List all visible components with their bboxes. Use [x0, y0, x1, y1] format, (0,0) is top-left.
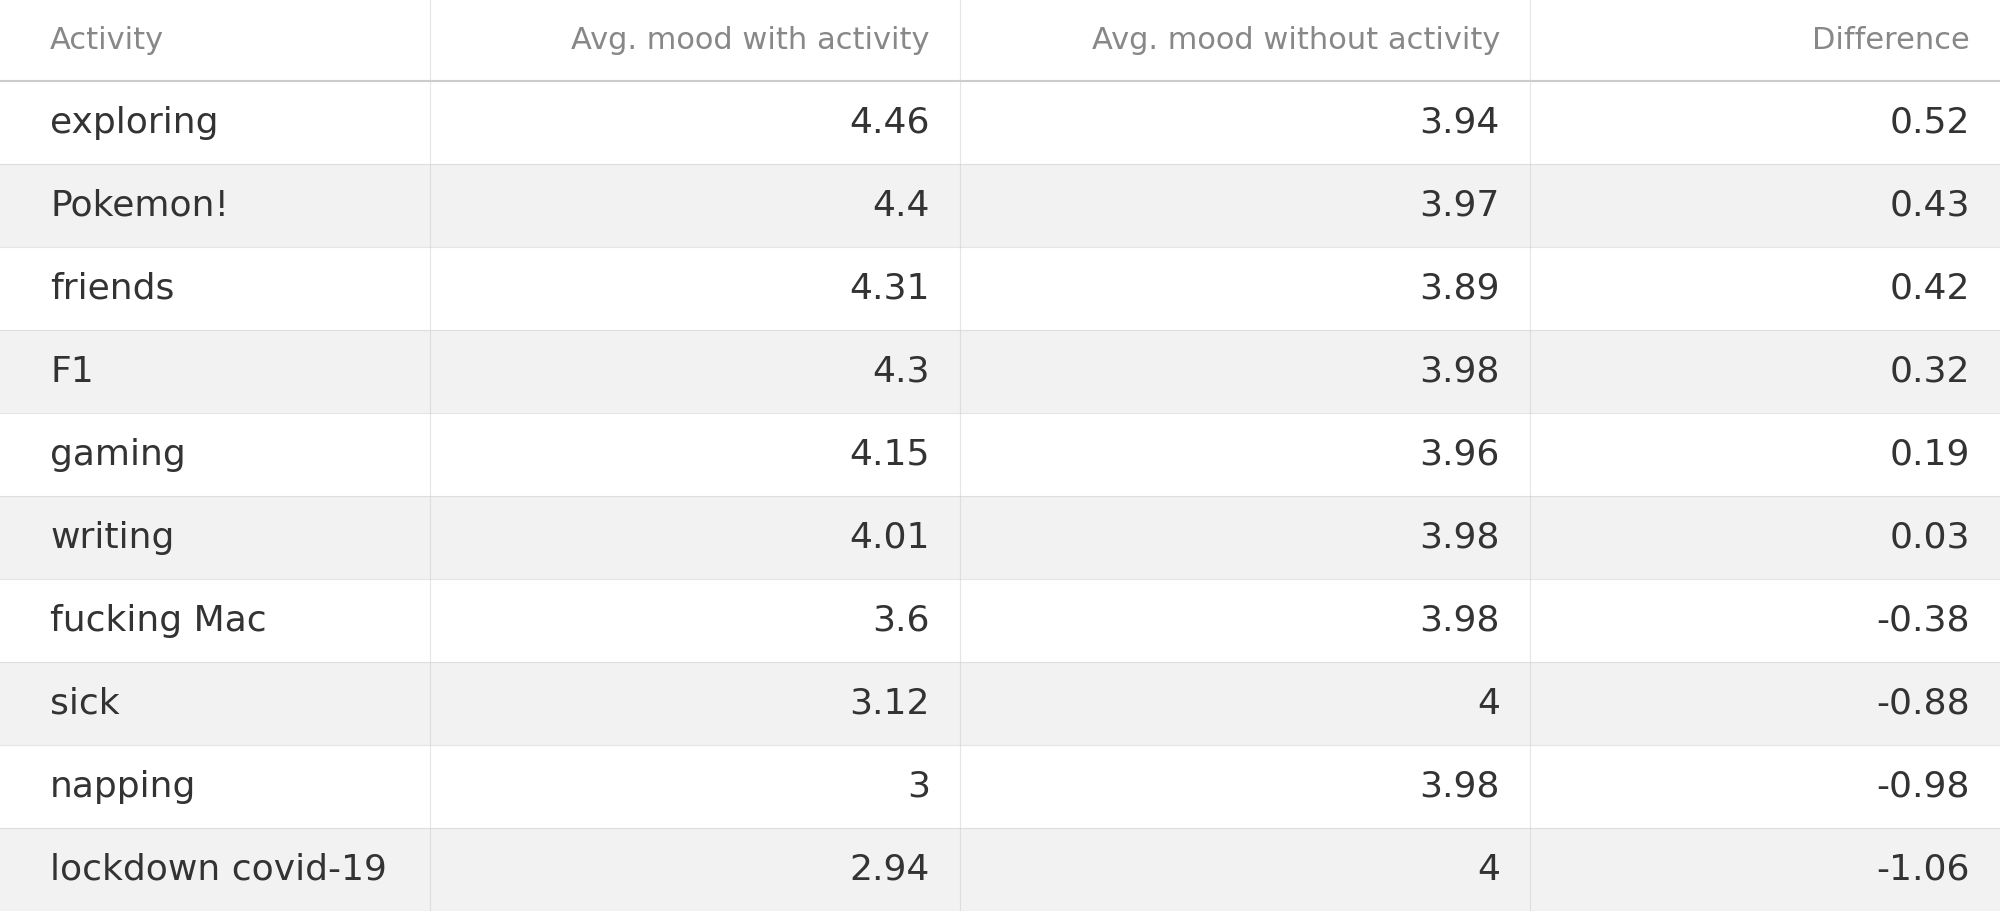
Text: -0.98: -0.98 [1876, 770, 1970, 804]
Text: Avg. mood without activity: Avg. mood without activity [1092, 26, 1500, 56]
Bar [0, 828, 2000, 911]
Text: 2.94: 2.94 [850, 853, 930, 886]
Text: 4.3: 4.3 [872, 354, 930, 389]
Text: 3: 3 [906, 770, 930, 804]
Bar [0, 414, 2000, 496]
Text: 4: 4 [1476, 853, 1500, 886]
Text: 3.6: 3.6 [872, 604, 930, 638]
Text: Pokemon!: Pokemon! [50, 189, 230, 223]
Text: -0.38: -0.38 [1876, 604, 1970, 638]
Text: 4.31: 4.31 [850, 271, 930, 306]
Text: 4.4: 4.4 [872, 189, 930, 223]
Bar [0, 579, 2000, 662]
Text: napping: napping [50, 770, 196, 804]
Bar [0, 0, 2000, 81]
Text: friends: friends [50, 271, 174, 306]
Text: writing: writing [50, 521, 174, 555]
Bar [0, 331, 2000, 414]
Text: 4.15: 4.15 [850, 437, 930, 472]
Text: 3.98: 3.98 [1420, 521, 1500, 555]
Text: Activity: Activity [50, 26, 164, 56]
Text: 4: 4 [1476, 687, 1500, 721]
Text: fucking Mac: fucking Mac [50, 604, 266, 638]
Text: 4.01: 4.01 [850, 521, 930, 555]
Text: 0.32: 0.32 [1890, 354, 1970, 389]
Text: Avg. mood with activity: Avg. mood with activity [572, 26, 930, 56]
Bar [0, 745, 2000, 828]
Bar [0, 164, 2000, 247]
Text: 0.03: 0.03 [1890, 521, 1970, 555]
Text: 3.98: 3.98 [1420, 604, 1500, 638]
Text: exploring: exploring [50, 106, 218, 139]
Bar [0, 496, 2000, 579]
Text: F1: F1 [50, 354, 94, 389]
Text: 3.98: 3.98 [1420, 770, 1500, 804]
Text: 3.96: 3.96 [1420, 437, 1500, 472]
Text: 3.98: 3.98 [1420, 354, 1500, 389]
Text: 3.94: 3.94 [1420, 106, 1500, 139]
Text: 0.43: 0.43 [1890, 189, 1970, 223]
Text: -1.06: -1.06 [1876, 853, 1970, 886]
Text: 3.89: 3.89 [1420, 271, 1500, 306]
Bar [0, 81, 2000, 164]
Text: lockdown covid-19: lockdown covid-19 [50, 853, 386, 886]
Bar [0, 662, 2000, 745]
Text: 0.42: 0.42 [1890, 271, 1970, 306]
Text: 3.12: 3.12 [850, 687, 930, 721]
Bar [0, 247, 2000, 331]
Text: gaming: gaming [50, 437, 186, 472]
Text: sick: sick [50, 687, 120, 721]
Text: 0.19: 0.19 [1890, 437, 1970, 472]
Text: -0.88: -0.88 [1876, 687, 1970, 721]
Text: 3.97: 3.97 [1420, 189, 1500, 223]
Text: 4.46: 4.46 [850, 106, 930, 139]
Text: 0.52: 0.52 [1890, 106, 1970, 139]
Text: Difference: Difference [1812, 26, 1970, 56]
